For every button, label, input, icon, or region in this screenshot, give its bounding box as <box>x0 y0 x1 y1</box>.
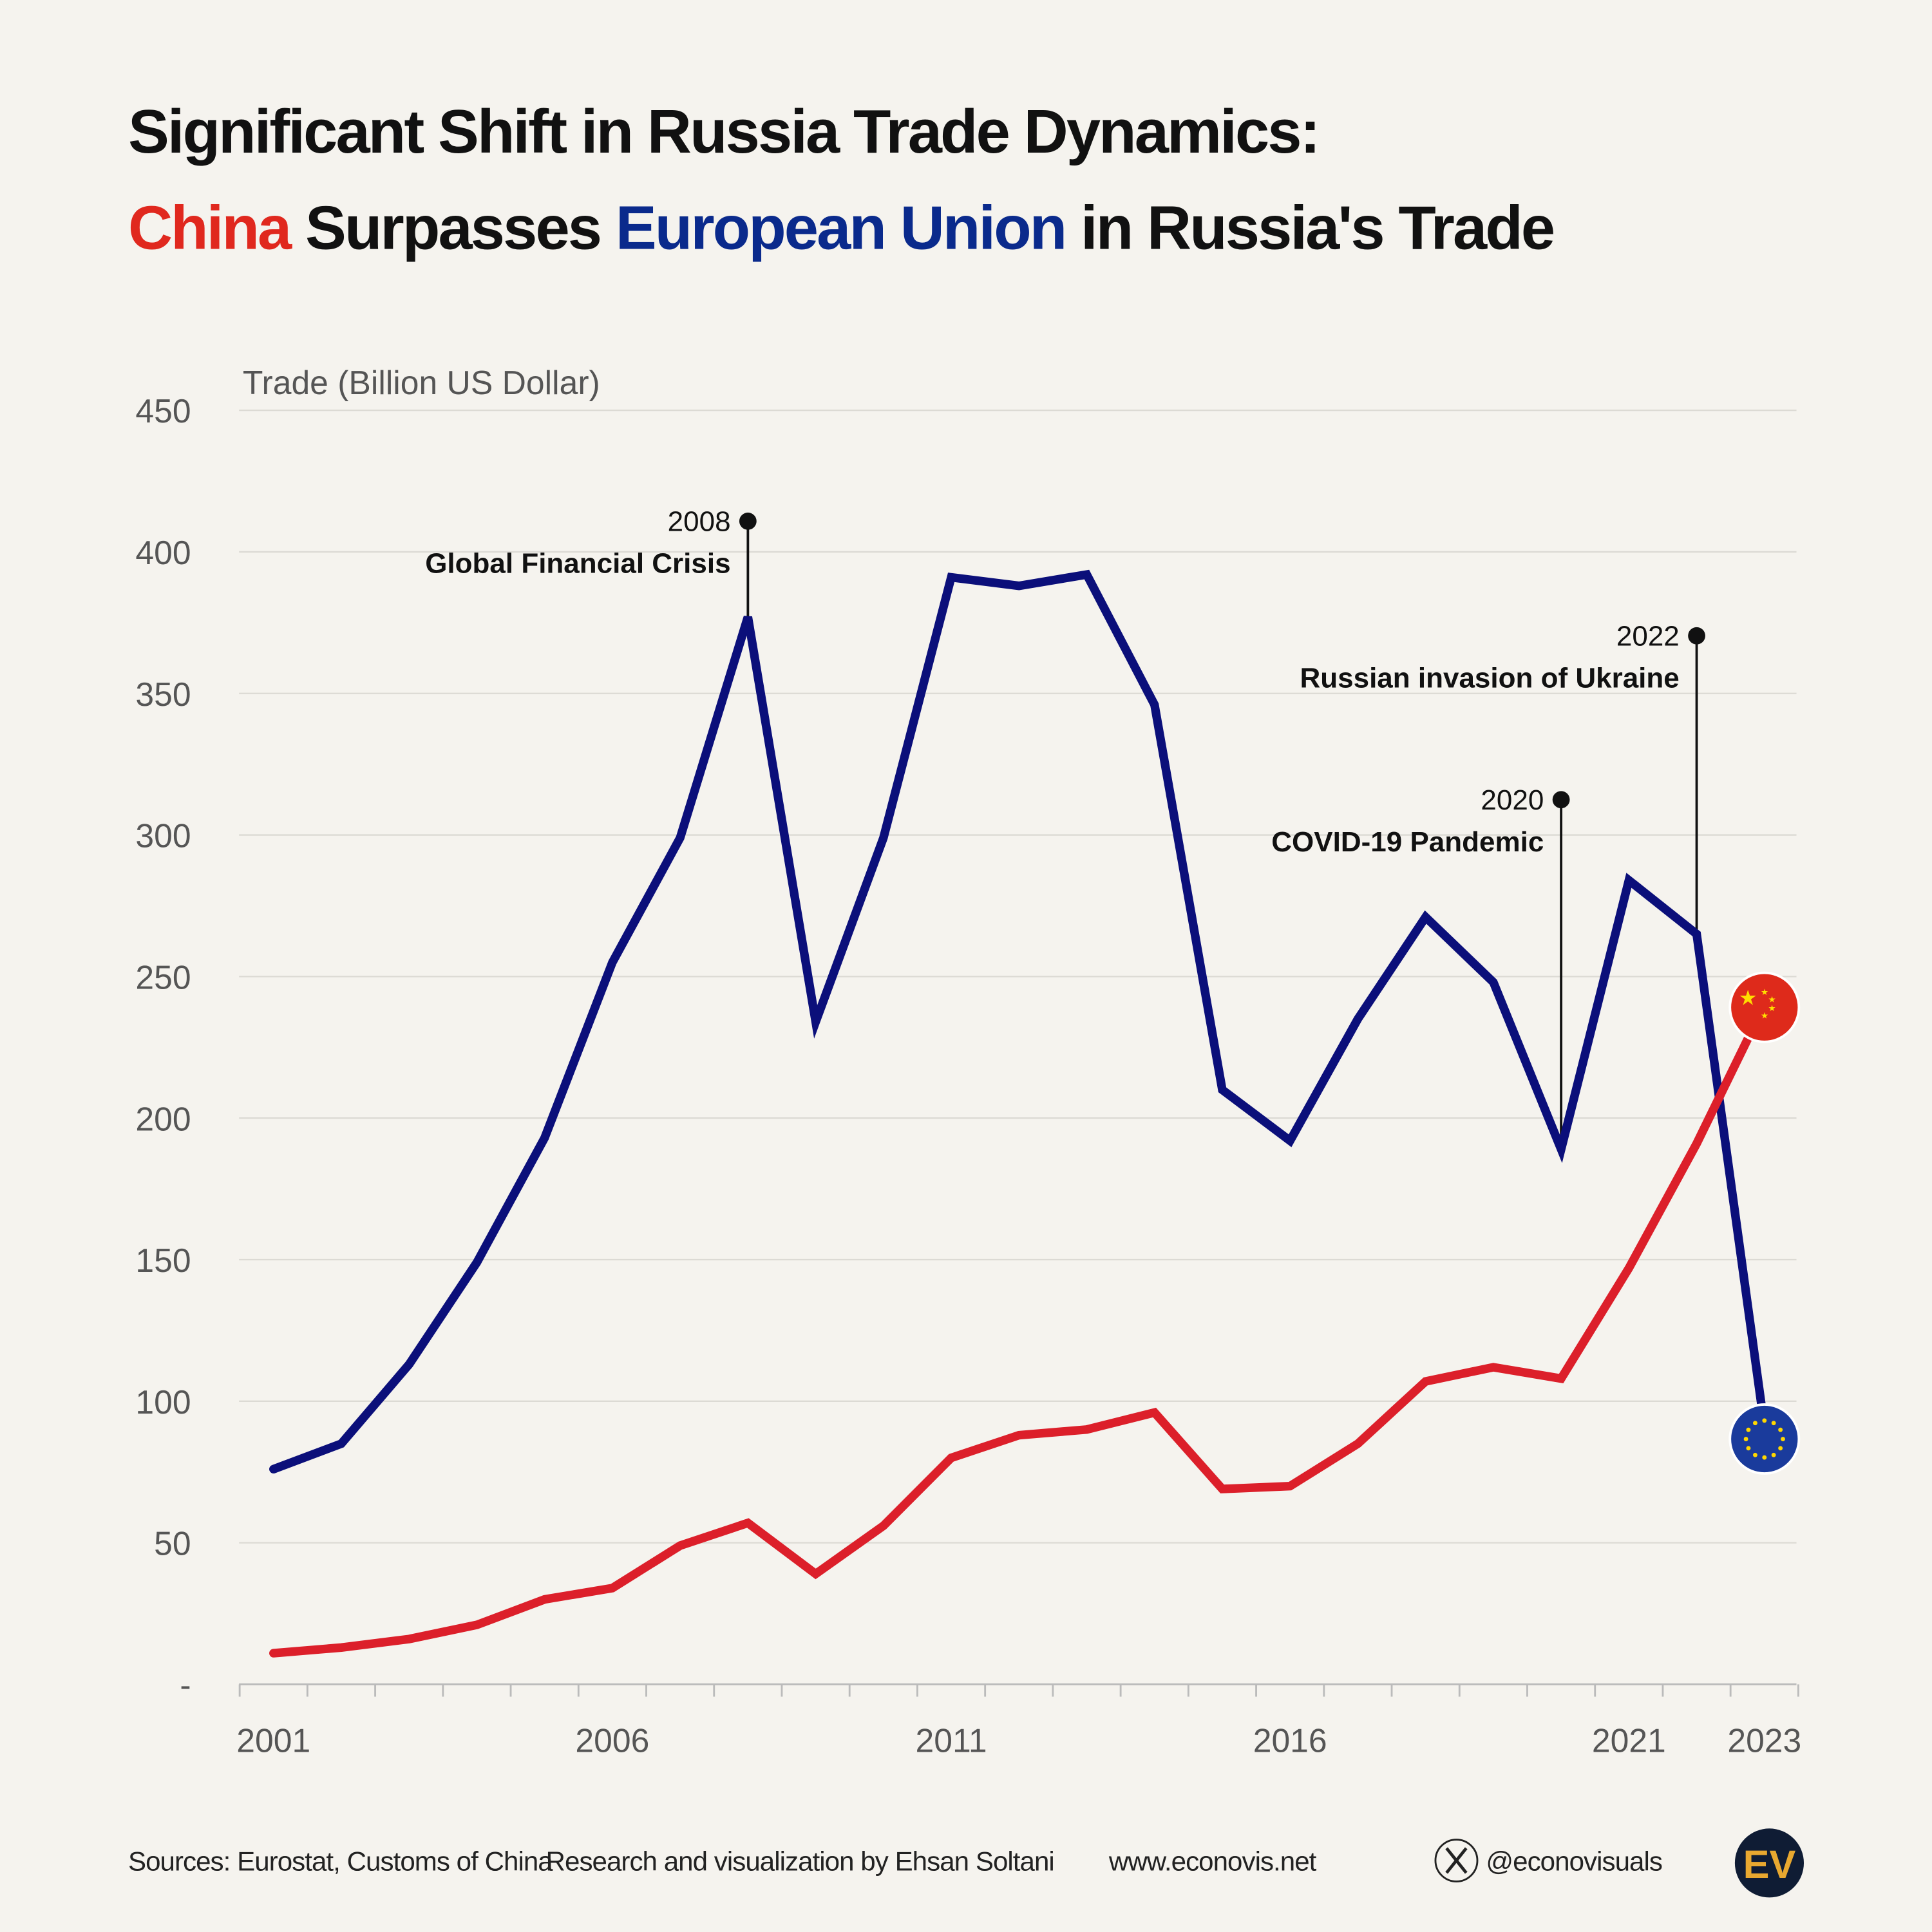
annotation-dot <box>739 512 757 530</box>
y-tick-label: 400 <box>135 534 191 571</box>
star <box>1746 1427 1751 1432</box>
x-logo-icon <box>1434 1839 1479 1882</box>
star: ★ <box>1768 1003 1776 1013</box>
star <box>1778 1446 1783 1451</box>
y-tick-label: 450 <box>135 392 191 430</box>
star: ★ <box>1768 995 1776 1005</box>
star <box>1762 1418 1767 1423</box>
y-tick-label: 100 <box>135 1383 191 1421</box>
star: ★ <box>1761 987 1768 997</box>
x-tick-label: 2016 <box>1253 1722 1327 1759</box>
website-link[interactable]: www.econovis.net <box>1108 1846 1318 1876</box>
credit-text: Research and visualization by Ehsan Solt… <box>546 1846 1054 1876</box>
x-tick-label: 2023 <box>1727 1722 1801 1759</box>
annotation-label: Global Financial Crisis <box>425 548 730 580</box>
title-eu: European Union <box>616 193 1065 262</box>
star <box>1771 1452 1776 1457</box>
annotation-label: COVID-19 Pandemic <box>1271 826 1544 858</box>
star <box>1778 1427 1783 1432</box>
ev-logo: EV <box>1734 1828 1804 1898</box>
star <box>1762 1455 1767 1460</box>
footer: Sources: Eurostat, Customs of China Rese… <box>128 1828 1804 1898</box>
x-tick-label: 2021 <box>1592 1722 1666 1759</box>
y-tick-label: 200 <box>135 1100 191 1137</box>
flag-circle <box>1728 971 1801 1043</box>
star <box>1771 1421 1776 1426</box>
title-rest: in Russia's Trade <box>1065 193 1553 262</box>
star: ★ <box>1761 1010 1768 1020</box>
x-tick-label: 2001 <box>236 1722 310 1759</box>
annotation-label: Russian invasion of Ukraine <box>1300 663 1679 694</box>
annotation-year: 2020 <box>1481 784 1544 816</box>
star <box>1753 1421 1757 1426</box>
y-tick-label: 250 <box>135 959 191 996</box>
title-line-2: China Surpasses European Union in Russia… <box>128 193 1553 262</box>
sources-text: Sources: Eurostat, Customs of China <box>128 1846 553 1876</box>
annotation-dot <box>1688 627 1705 645</box>
flag-circle <box>1728 1403 1801 1475</box>
title-surpasses: Surpasses <box>290 193 615 262</box>
y-tick-label: 350 <box>135 676 191 713</box>
x-tick-label: 2011 <box>916 1722 987 1759</box>
y-tick-label: 300 <box>135 817 191 855</box>
annotation-year: 2022 <box>1616 621 1680 652</box>
annotation-year: 2008 <box>668 506 731 538</box>
x-tick-label: 2006 <box>575 1722 649 1759</box>
social-handle[interactable]: @econovisuals <box>1486 1846 1663 1876</box>
star <box>1743 1437 1748 1441</box>
title-line-1: Significant Shift in Russia Trade Dynami… <box>128 97 1319 166</box>
star <box>1753 1452 1757 1457</box>
y-tick-label: 150 <box>135 1242 191 1279</box>
y-tick-label: 50 <box>154 1525 191 1562</box>
y-tick-label: - <box>180 1667 191 1704</box>
star: ★ <box>1739 986 1757 1009</box>
title-china: China <box>128 193 292 262</box>
eu-flag-icon <box>1728 1403 1801 1475</box>
star <box>1746 1446 1751 1451</box>
annotation-dot <box>1552 791 1570 809</box>
china-flag-icon: ★ ★★★★ <box>1728 971 1801 1043</box>
y-axis-label: Trade (Billion US Dollar) <box>243 364 600 401</box>
svg-text:EV: EV <box>1743 1842 1796 1886</box>
star <box>1781 1437 1785 1441</box>
eu-series-line <box>269 569 1769 1474</box>
